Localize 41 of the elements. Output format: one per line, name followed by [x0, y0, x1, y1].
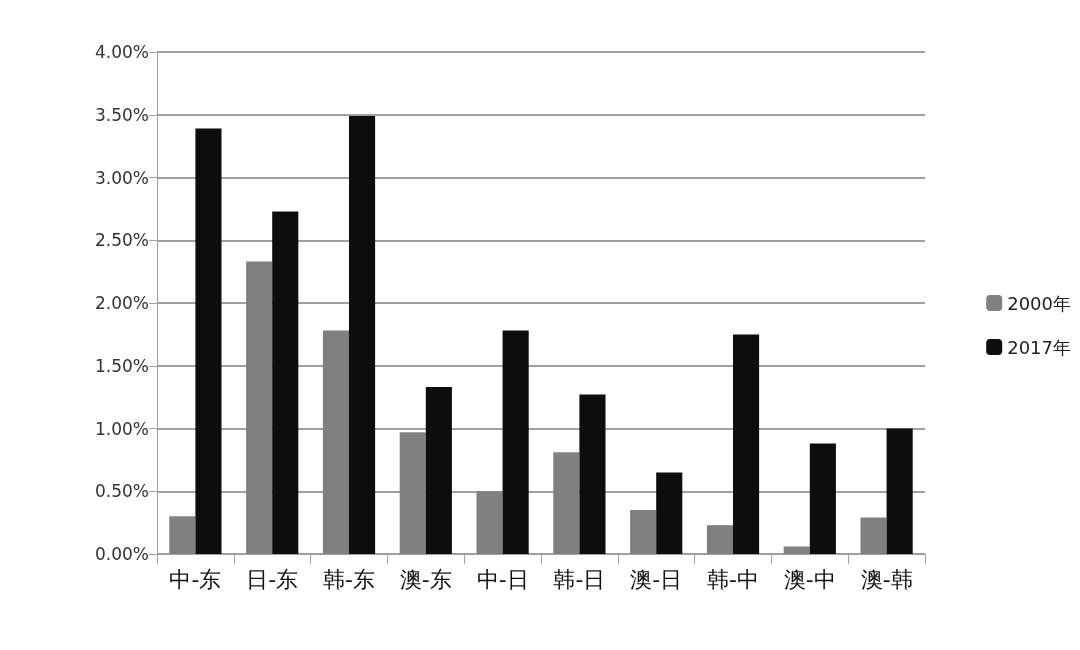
x-tick-label: 澳-日 [630, 566, 683, 592]
bar [476, 491, 503, 554]
bar [733, 334, 760, 554]
bar [783, 546, 810, 554]
bar [809, 443, 836, 554]
bar [553, 452, 580, 554]
x-tick-label: 澳-东 [399, 566, 452, 592]
y-tick-label: 3.50% [94, 104, 149, 125]
bar [425, 387, 452, 554]
bar [579, 394, 606, 554]
bar [246, 261, 273, 554]
x-tick-label: 澳-中 [783, 566, 836, 592]
legend-label: 2000年 [1007, 292, 1071, 314]
bar [860, 517, 887, 554]
x-tick-label: 韩-东 [323, 566, 375, 592]
x-tick-label: 澳-韩 [860, 566, 913, 592]
y-tick-label: 2.50% [94, 230, 149, 251]
bar [502, 330, 529, 554]
y-tick-label: 0.00% [94, 544, 149, 564]
x-tick-label: 日-东 [246, 566, 299, 592]
y-tick-label: 2.00% [94, 293, 149, 313]
bar [706, 525, 733, 554]
bar [272, 211, 299, 554]
y-tick-label: 1.50% [94, 355, 149, 376]
x-tick-label: 韩-中 [707, 566, 759, 592]
bar [399, 432, 426, 554]
bar [630, 510, 657, 554]
x-tick-label: 中-日 [476, 566, 529, 592]
x-tick-label: 中-东 [169, 566, 222, 592]
bar [349, 116, 376, 554]
bar [195, 128, 222, 554]
bar [169, 516, 196, 554]
x-tick-label: 韩-日 [553, 566, 606, 592]
y-tick-label: 1.00% [94, 418, 149, 439]
bar [656, 472, 683, 554]
y-tick-label: 3.00% [94, 167, 149, 188]
y-tick-label: 0.50% [94, 481, 149, 502]
bar [322, 330, 349, 554]
legend-label: 2017年 [1007, 336, 1071, 358]
bar [886, 428, 913, 554]
y-tick-label: 4.00% [94, 42, 149, 62]
